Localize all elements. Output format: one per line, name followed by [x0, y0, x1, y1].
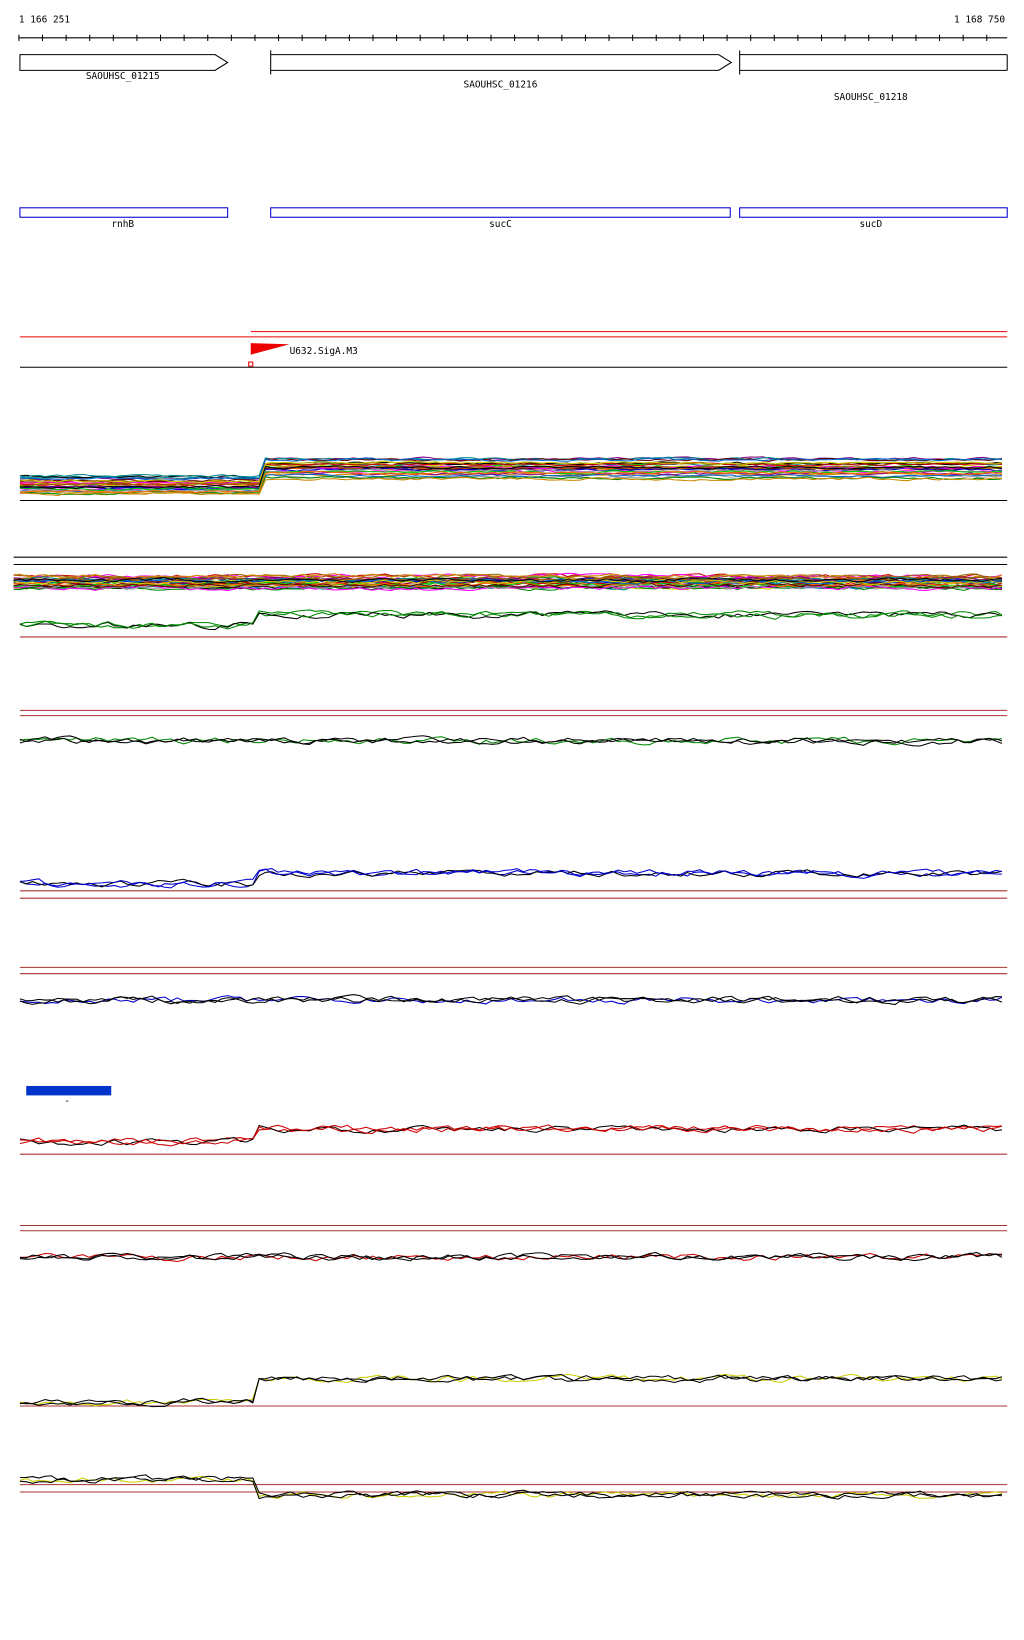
gene-label: SAOUHSC_01218 — [834, 92, 908, 103]
promoter-flag[interactable] — [250, 343, 290, 355]
signal-line — [19, 457, 1003, 481]
signal-line — [19, 1124, 1003, 1146]
signal-line — [19, 868, 1003, 889]
signal-line — [19, 465, 1003, 489]
signal-line — [19, 1251, 1003, 1261]
ruler-ticks — [18, 34, 988, 41]
feature-box[interactable] — [739, 207, 1008, 218]
ruler-end: 1 168 750 — [954, 15, 1005, 26]
signal-line — [13, 577, 1002, 584]
signal-line — [19, 476, 1003, 497]
signal-line — [13, 573, 1003, 580]
signal-line — [19, 1252, 1003, 1263]
feature-label: sucC — [489, 219, 512, 230]
signal-line — [19, 1374, 1003, 1408]
signal-line — [19, 465, 1002, 487]
signal-line — [19, 1475, 1003, 1499]
signal-line — [19, 460, 1003, 483]
signal-line — [19, 610, 1003, 631]
feature-label: rnhB — [111, 219, 134, 230]
gene-label: SAOUHSC_01215 — [86, 71, 160, 82]
scale-bar — [26, 1085, 112, 1096]
signal-line — [19, 461, 1003, 486]
signal-line — [13, 581, 1003, 589]
feature-box[interactable] — [270, 207, 731, 218]
gene-label: SAOUHSC_01216 — [464, 80, 538, 91]
signal-line — [19, 610, 1003, 630]
feature-label: sucD — [859, 219, 882, 230]
signal-line — [19, 995, 1003, 1005]
signal-line — [19, 735, 1003, 746]
gene-arrow[interactable] — [739, 50, 1008, 75]
signal-tracks — [13, 456, 1008, 1500]
signal-line — [19, 470, 1002, 493]
signal-line — [19, 609, 1003, 629]
signal-line — [19, 1252, 1003, 1262]
gene-arrow[interactable] — [270, 50, 733, 75]
promoter-label: U632.SigA.M3 — [290, 346, 358, 357]
ruler-start: 1 166 251 — [19, 15, 70, 26]
signal-line — [19, 994, 1002, 1006]
signal-line — [19, 869, 1003, 888]
signal-line — [19, 737, 1003, 747]
promoter-site — [248, 361, 254, 367]
scale-bar-label: - — [64, 1096, 70, 1107]
signal-line — [19, 1373, 1003, 1407]
signal-line — [19, 1474, 1003, 1500]
feature-box[interactable] — [19, 207, 229, 218]
signal-line — [19, 1373, 1003, 1406]
gene-arrow[interactable] — [19, 54, 229, 71]
signal-line — [13, 578, 1002, 585]
